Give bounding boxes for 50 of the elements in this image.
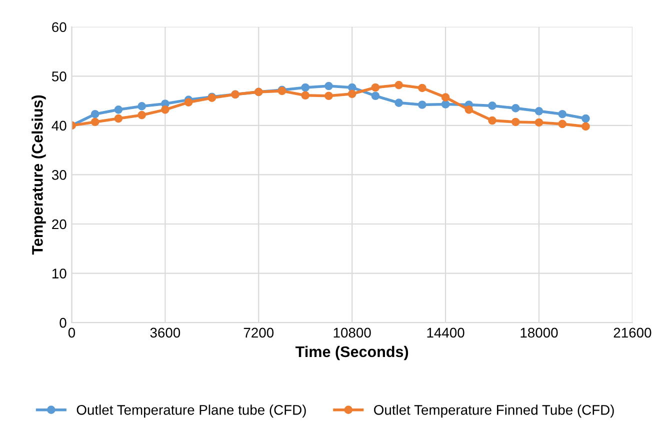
point: [534, 106, 544, 116]
point: [138, 110, 146, 120]
point: [441, 100, 450, 108]
y-tick-label: 30: [52, 170, 66, 180]
point: [582, 114, 590, 123]
x-tick-label: 18000: [520, 328, 558, 338]
point: [161, 106, 170, 114]
y-tick-label: 40: [52, 120, 66, 131]
point: [418, 84, 426, 92]
y-tick-label: 10: [52, 268, 66, 278]
point: [301, 83, 310, 92]
point: [324, 92, 333, 100]
point: [90, 118, 100, 126]
point: [114, 114, 123, 123]
y-axis-title: Temperature (Celsius): [32, 95, 46, 255]
point: [324, 82, 333, 90]
x-tick-label: 21600: [614, 328, 652, 338]
x-tick-label: 14400: [427, 328, 464, 338]
point: [90, 110, 100, 118]
x-tick-label: 7200: [244, 328, 274, 338]
point: [371, 83, 380, 92]
point: [464, 106, 474, 114]
point: [138, 102, 146, 110]
point: [371, 92, 380, 100]
y-tick-label: 20: [52, 219, 66, 230]
x-tick-label: 3600: [150, 328, 180, 338]
point: [558, 110, 567, 118]
x-tick-label: 0: [68, 328, 76, 338]
legend-label: Outlet Temperature Finned Tube (CFD): [374, 404, 614, 418]
point: [394, 80, 403, 90]
x-axis-title: Time (Seconds): [296, 346, 408, 360]
y-tick-label: 60: [52, 22, 66, 32]
point: [394, 98, 403, 107]
y-tick-label: 0: [60, 318, 66, 328]
point: [418, 100, 426, 109]
y-tick-label: 50: [52, 71, 66, 82]
point: [511, 118, 520, 126]
legend-label: Outlet Temperature Plane tube (CFD): [76, 404, 306, 418]
point: [301, 91, 310, 100]
point: [488, 116, 496, 125]
point: [534, 118, 544, 127]
point: [558, 120, 567, 128]
x-tick-label: 10800: [334, 328, 371, 338]
point: [511, 104, 520, 112]
point: [114, 106, 123, 114]
point: [348, 90, 356, 98]
point: [488, 102, 496, 110]
point: [184, 98, 193, 106]
point: [582, 122, 590, 131]
point: [441, 93, 450, 102]
